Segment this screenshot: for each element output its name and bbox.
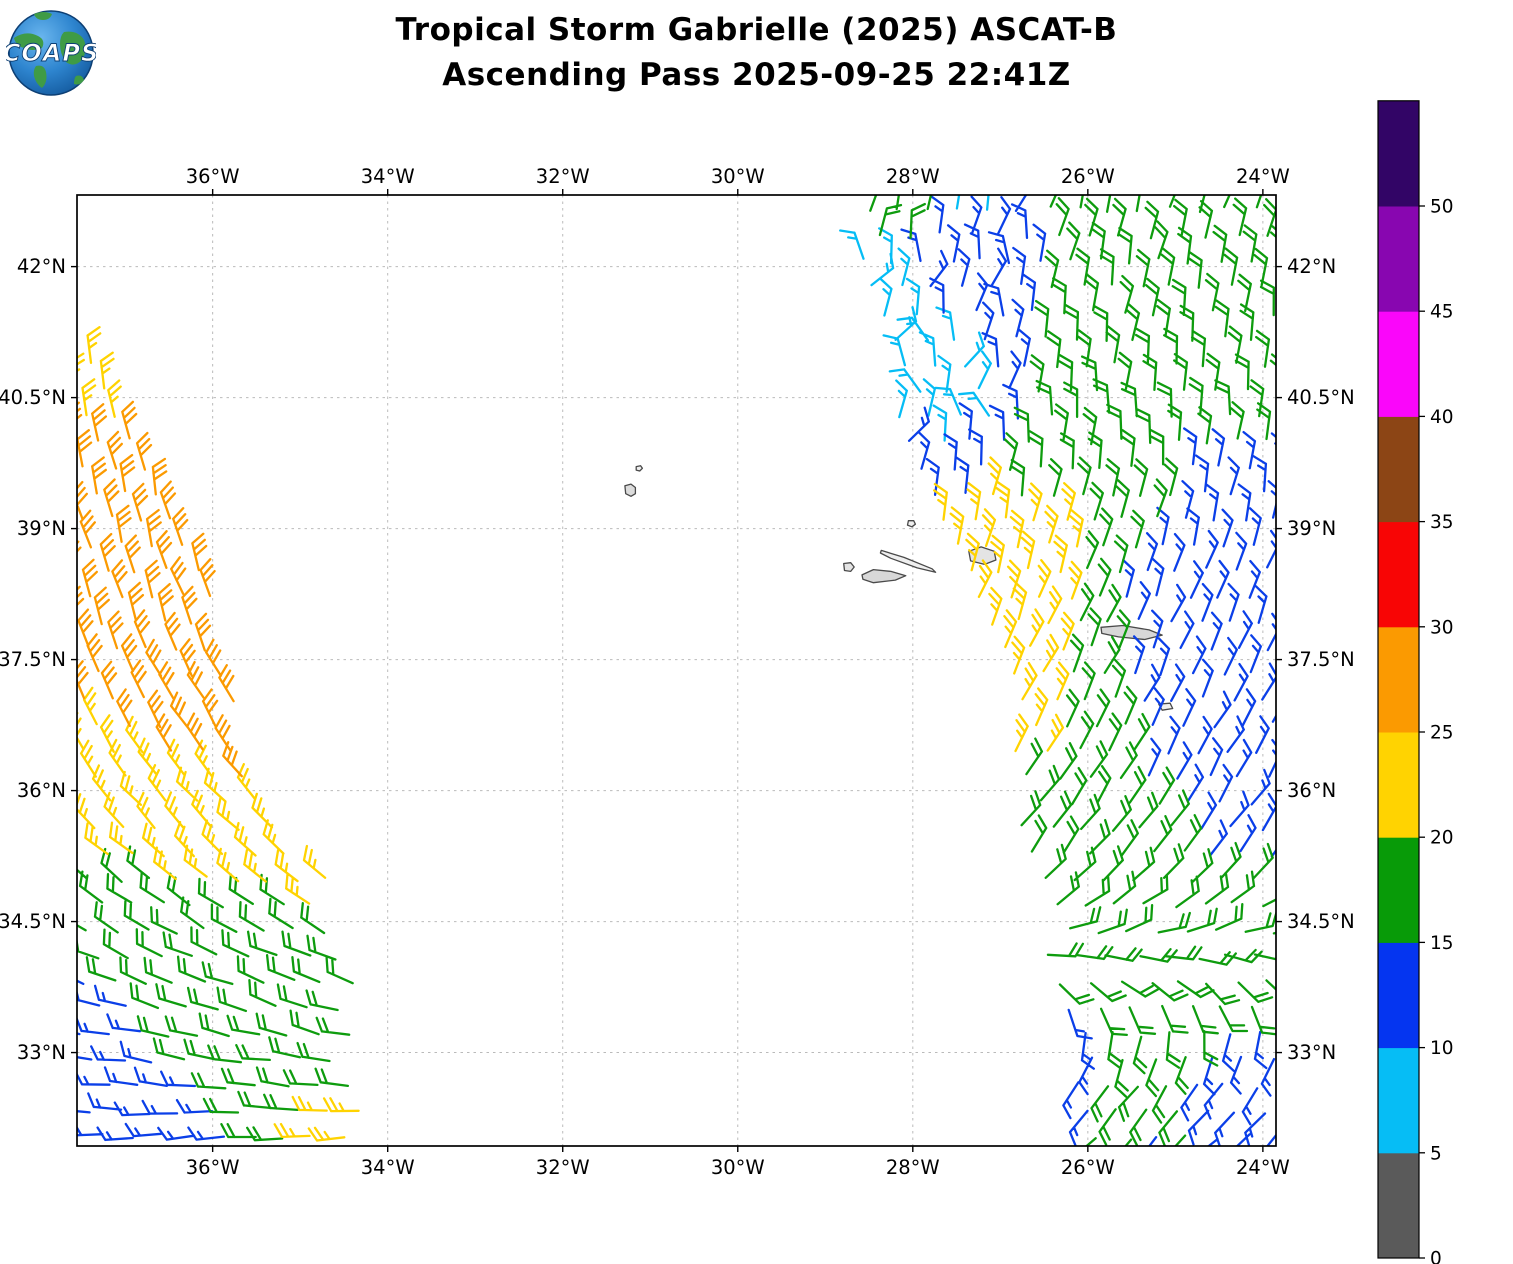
colorbar-segment [1378, 942, 1419, 1049]
axis-tick-label-top: 26°W [1061, 165, 1115, 188]
axis-tick-label-bottom: 30°W [711, 1156, 765, 1179]
axis-tick-label-right: 37.5°N [1287, 648, 1355, 671]
axis-tick-label-top: 32°W [536, 165, 590, 188]
axis-tick-label-left: 33°N [17, 1041, 66, 1064]
island-sao-miguel [1100, 624, 1163, 641]
wind-barb-layer-west-swath-orange [77, 400, 243, 778]
coaps-logo-text: COAPS [6, 39, 96, 67]
colorbar-tick-label: 50 [1430, 197, 1454, 218]
island-faial [843, 562, 855, 573]
axis-tick-label-right: 42°N [1287, 255, 1336, 278]
axis-tick-label-right: 36°N [1287, 779, 1336, 802]
island-graciosa [906, 520, 917, 528]
colorbar-segment [1378, 837, 1419, 943]
wind-barb-layer-west-swath-blue [77, 979, 226, 1142]
wind-barb-layer-east-swath-cyan [839, 195, 992, 442]
axis-tick-label-top: 28°W [886, 165, 940, 188]
island-corvo [635, 465, 644, 472]
colorbar-segment [1378, 732, 1419, 838]
colorbar-segment [1378, 1047, 1419, 1154]
coaps-logo: COAPS [6, 10, 96, 96]
island-pico [861, 568, 907, 584]
axis-tick-label-top: 36°W [186, 165, 240, 188]
island-flores [624, 483, 637, 497]
plot-border [76, 194, 1277, 1147]
axis-tick-label-left: 39°N [17, 517, 66, 540]
colorbar-tick-label: 40 [1430, 407, 1454, 428]
axis-tick-label-bottom: 26°W [1061, 1156, 1115, 1179]
wind-barb-layer-east-swath-blue [900, 195, 1276, 1146]
colorbar-tick-label: 10 [1430, 1038, 1454, 1059]
colorbar-segment [1378, 100, 1419, 207]
axis-tick-label-bottom: 32°W [536, 1156, 590, 1179]
axis-tick-label-left: 36°N [17, 779, 66, 802]
axis-tick-label-bottom: 24°W [1236, 1156, 1290, 1179]
colorbar-tick-label: 5 [1430, 1143, 1442, 1164]
colorbar-tick-label: 20 [1430, 828, 1454, 849]
map-plot-area [77, 195, 1276, 1146]
axis-tick-label-bottom: 36°W [186, 1156, 240, 1179]
wind-barb-layer-west-swath-yellow [77, 326, 360, 1142]
colorbar-segment [1378, 206, 1419, 312]
axis-tick-label-right: 39°N [1287, 517, 1336, 540]
axis-tick-label-left: 34.5°N [0, 910, 66, 933]
title-line-1: Tropical Storm Gabrielle (2025) ASCAT-B [395, 12, 1118, 48]
axis-tick-label-left: 40.5°N [0, 386, 66, 409]
title-line-2: Ascending Pass 2025-09-25 22:41Z [442, 57, 1071, 93]
wind-barb-layer-east-swath-yellow [933, 456, 1084, 753]
colorbar-outline [1377, 100, 1420, 1259]
colorbar-segment [1378, 416, 1419, 523]
axis-tick-label-top: 24°W [1236, 165, 1290, 188]
colorbar-tick-label: 0 [1430, 1249, 1442, 1264]
axis-tick-label-bottom: 34°W [361, 1156, 415, 1179]
axis-tick-label-top: 30°W [711, 165, 765, 188]
colorbar-segment [1378, 626, 1419, 733]
globe-icon: COAPS [6, 10, 96, 96]
island-sao-jorge [879, 549, 937, 573]
page-title: Tropical Storm Gabrielle (2025) ASCAT-B … [0, 8, 1513, 98]
wind-barb-layer-east-swath-green [869, 195, 1276, 1146]
colorbar-tick-label: 30 [1430, 617, 1454, 638]
axis-tick-label-left: 37.5°N [0, 648, 66, 671]
colorbar-tick-label: 25 [1430, 723, 1454, 744]
axis-tick-label-right: 34.5°N [1287, 910, 1355, 933]
colorbar-segment [1378, 521, 1419, 628]
colorbar-segment [1378, 1152, 1419, 1259]
axis-tick-label-left: 42°N [17, 255, 66, 278]
colorbar-tick-label: 45 [1430, 302, 1454, 323]
axis-tick-label-right: 40.5°N [1287, 386, 1355, 409]
wind-barb-layer-west-swath-green [77, 845, 354, 1142]
axis-tick-label-bottom: 28°W [886, 1156, 940, 1179]
axis-tick-label-top: 34°W [361, 165, 415, 188]
colorbar-tick-label: 15 [1430, 933, 1454, 954]
colorbar-tick-label: 35 [1430, 512, 1454, 533]
axis-tick-label-right: 33°N [1287, 1041, 1336, 1064]
colorbar-segment [1378, 311, 1419, 417]
